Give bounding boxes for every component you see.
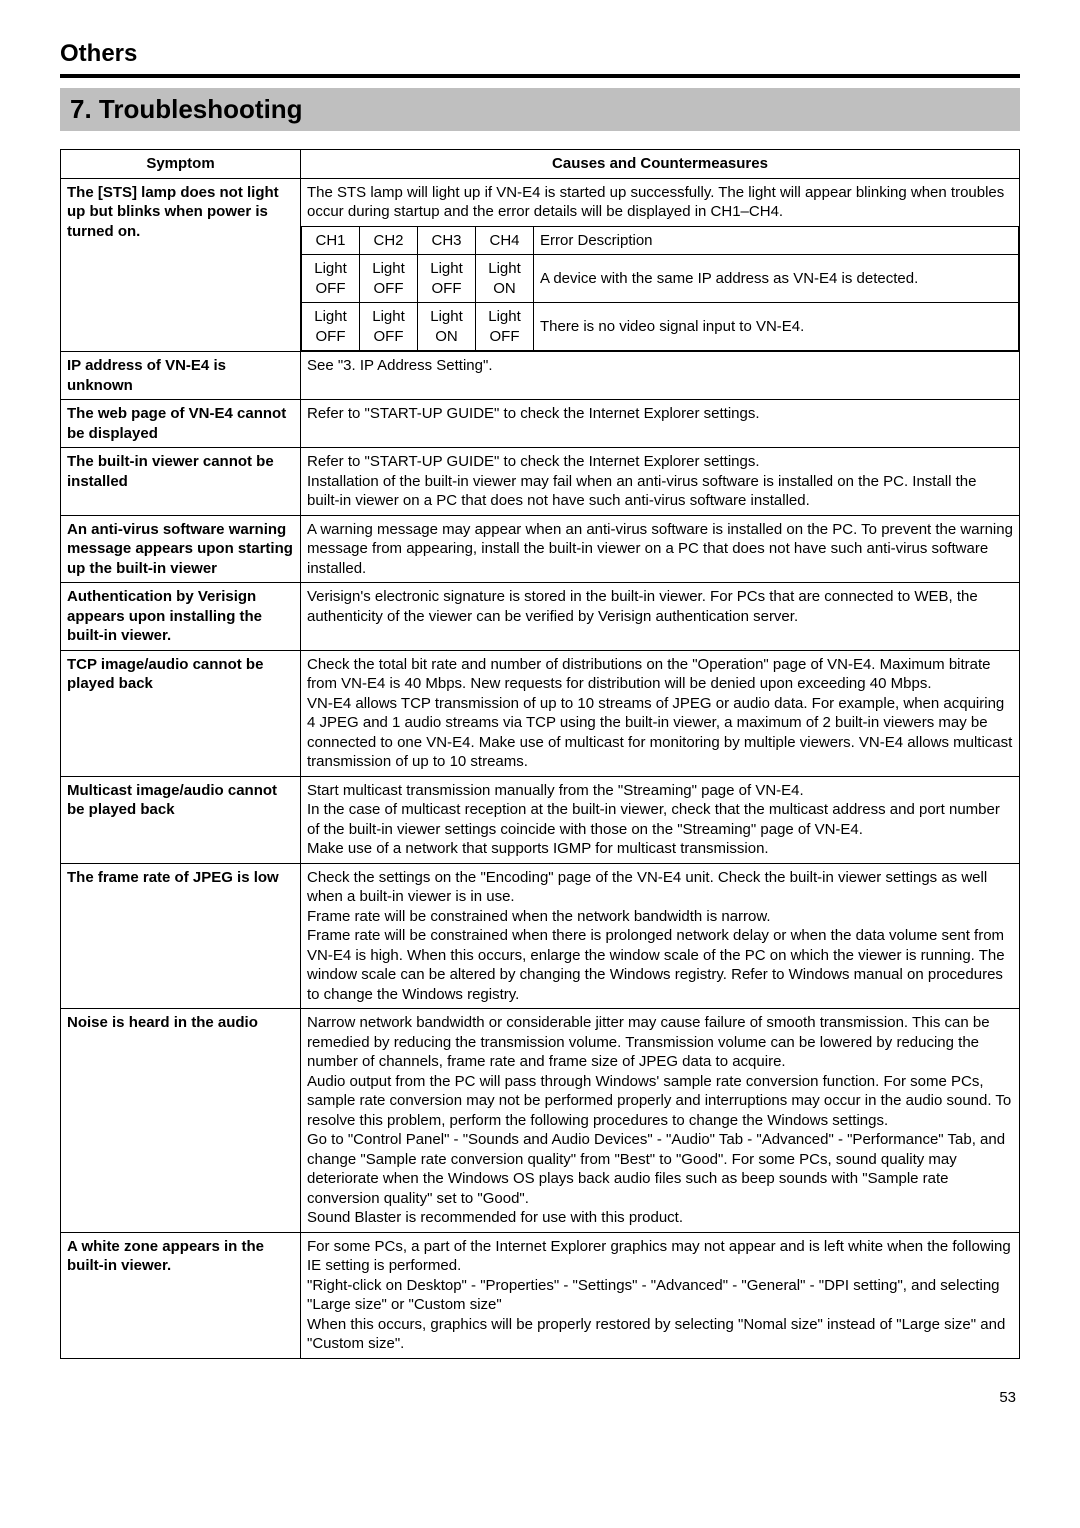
cause-cell: Refer to "START-UP GUIDE" to check the I… [301,448,1020,516]
symptom-cell: A white zone appears in the built-in vie… [61,1232,301,1358]
error-subtable: CH1CH2CH3CH4Error DescriptionLightOFFLig… [301,226,1019,352]
category-heading: Others [60,40,1020,68]
cause-cell: Verisign's electronic signature is store… [301,583,1020,651]
page-number: 53 [60,1389,1020,1406]
sub-cell-ch3: LightOFF [418,255,476,303]
cause-cell: Start multicast transmission manually fr… [301,776,1020,863]
symptom-cell: IP address of VN-E4 is unknown [61,352,301,400]
sub-cell-err: There is no video signal input to VN-E4. [534,303,1019,351]
sub-header-ch4: CH4 [476,226,534,255]
sub-cell-ch1: LightOFF [302,255,360,303]
cause-intro: The STS lamp will light up if VN-E4 is s… [301,179,1019,226]
sub-header-ch2: CH2 [360,226,418,255]
symptom-cell: The built-in viewer cannot be installed [61,448,301,516]
symptom-cell: The frame rate of JPEG is low [61,863,301,1009]
sub-cell-ch1: LightOFF [302,303,360,351]
cause-cell: The STS lamp will light up if VN-E4 is s… [301,178,1020,352]
symptom-cell: TCP image/audio cannot be played back [61,650,301,776]
sub-header-ch3: CH3 [418,226,476,255]
sub-cell-err: A device with the same IP address as VN-… [534,255,1019,303]
symptom-cell: The [STS] lamp does not light up but bli… [61,178,301,352]
section-title: 7. Troubleshooting [60,88,1020,131]
col-header-causes: Causes and Countermeasures [301,150,1020,179]
sub-header-ch1: CH1 [302,226,360,255]
symptom-cell: Authentication by Verisign appears upon … [61,583,301,651]
sub-cell-ch4: LightON [476,255,534,303]
cause-cell: Check the total bit rate and number of d… [301,650,1020,776]
cause-cell: See "3. IP Address Setting". [301,352,1020,400]
cause-cell: For some PCs, a part of the Internet Exp… [301,1232,1020,1358]
cause-cell: Check the settings on the "Encoding" pag… [301,863,1020,1009]
sub-cell-ch3: LightON [418,303,476,351]
symptom-cell: Noise is heard in the audio [61,1009,301,1233]
symptom-cell: An anti-virus software warning message a… [61,515,301,583]
cause-cell: Narrow network bandwidth or considerable… [301,1009,1020,1233]
sub-cell-ch2: LightOFF [360,303,418,351]
sub-cell-ch4: LightOFF [476,303,534,351]
col-header-symptom: Symptom [61,150,301,179]
symptom-cell: Multicast image/audio cannot be played b… [61,776,301,863]
sub-header-err: Error Description [534,226,1019,255]
troubleshooting-table: Symptom Causes and Countermeasures The [… [60,149,1020,1359]
cause-cell: A warning message may appear when an ant… [301,515,1020,583]
category-rule [60,74,1020,78]
symptom-cell: The web page of VN-E4 cannot be displaye… [61,400,301,448]
sub-cell-ch2: LightOFF [360,255,418,303]
cause-cell: Refer to "START-UP GUIDE" to check the I… [301,400,1020,448]
